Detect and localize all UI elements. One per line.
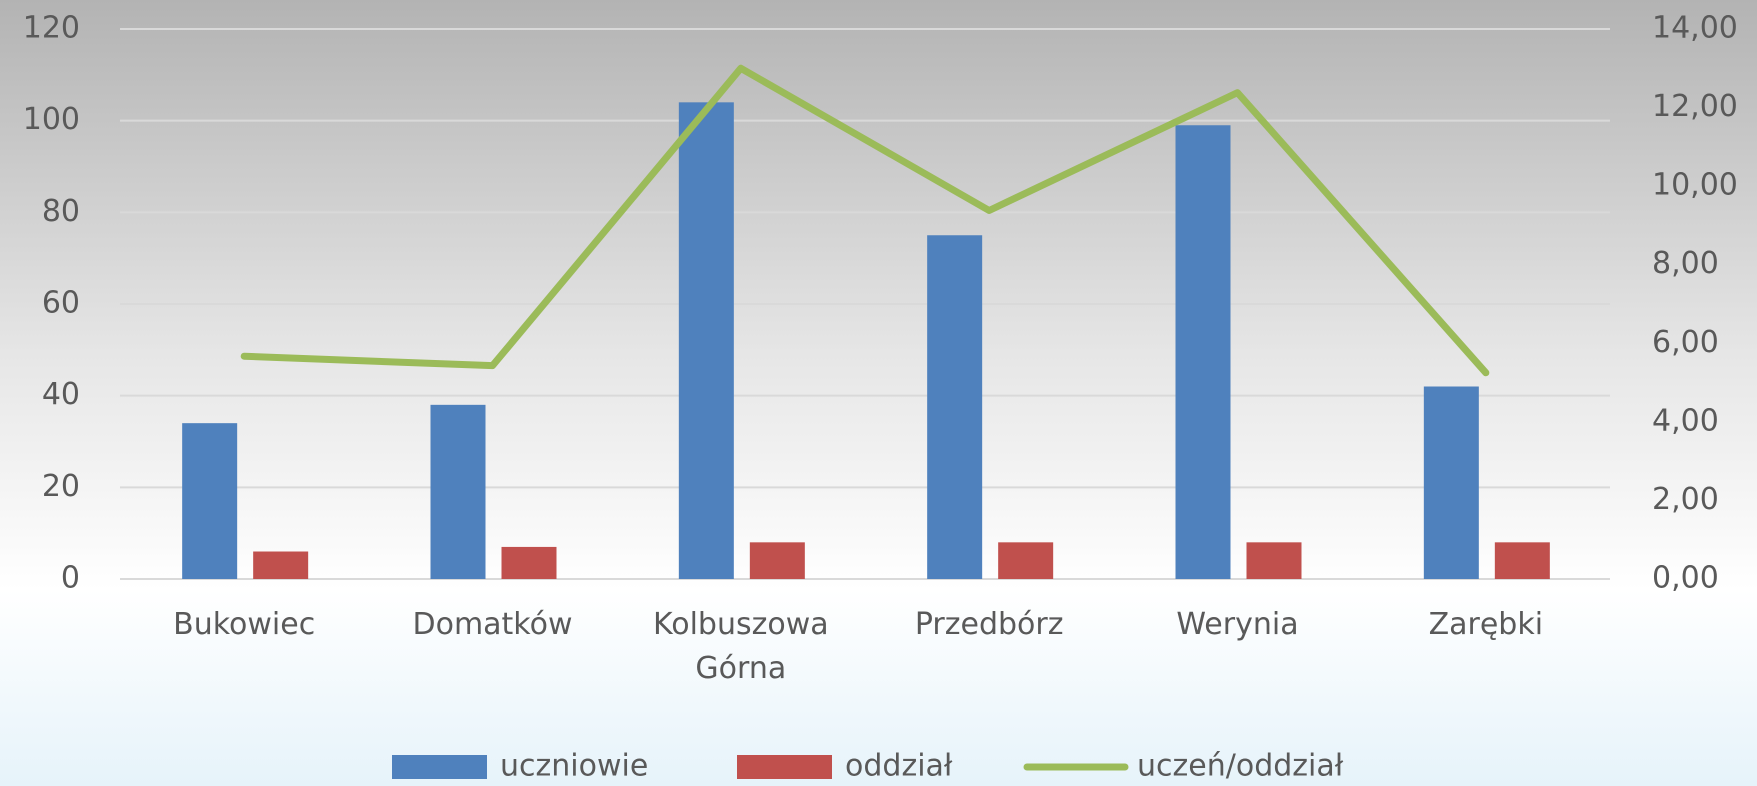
bar bbox=[501, 546, 557, 579]
bar bbox=[1246, 542, 1302, 579]
y-tick-label: 80 bbox=[42, 194, 80, 229]
y2-tick-label: 0,00 bbox=[1652, 561, 1719, 596]
x-tick-label: Zarębki bbox=[1428, 607, 1544, 642]
bar bbox=[927, 235, 983, 579]
y2-tick-label: 8,00 bbox=[1652, 246, 1719, 281]
y-tick-label: 60 bbox=[42, 286, 80, 321]
y2-tick-label: 14,00 bbox=[1652, 11, 1738, 46]
bar bbox=[430, 404, 486, 579]
legend-label: uczeń/oddział bbox=[1137, 749, 1344, 784]
y-tick-label: 120 bbox=[23, 11, 80, 46]
y2-tick-label: 2,00 bbox=[1652, 482, 1719, 517]
legend-label: uczniowie bbox=[500, 749, 648, 784]
bar bbox=[253, 551, 309, 579]
y2-tick-label: 12,00 bbox=[1652, 89, 1738, 124]
bar bbox=[678, 102, 734, 579]
bar bbox=[1423, 386, 1479, 579]
bar bbox=[749, 542, 805, 579]
y-tick-label: 100 bbox=[23, 102, 80, 137]
legend-swatch bbox=[737, 755, 832, 779]
y2-tick-label: 10,00 bbox=[1652, 168, 1738, 203]
bar bbox=[182, 423, 238, 579]
legend-swatch bbox=[392, 755, 487, 779]
line bbox=[240, 64, 1490, 377]
legend-label: oddział bbox=[845, 749, 953, 784]
x-tick-label: Przedbórz bbox=[914, 607, 1064, 642]
x-tick-label: Kolbuszowa Górna bbox=[653, 607, 829, 686]
y2-tick-label: 4,00 bbox=[1652, 403, 1719, 438]
bar bbox=[1175, 125, 1231, 579]
x-tick-label: Werynia bbox=[1176, 607, 1299, 642]
bar bbox=[1494, 542, 1550, 579]
y-tick-label: 0 bbox=[61, 561, 80, 596]
y-tick-label: 40 bbox=[42, 377, 80, 412]
x-tick-label: Domatków bbox=[412, 607, 573, 642]
bar bbox=[998, 542, 1054, 579]
y2-tick-label: 6,00 bbox=[1652, 325, 1719, 360]
x-tick-label: Bukowiec bbox=[173, 607, 316, 642]
y-tick-label: 20 bbox=[42, 469, 80, 504]
